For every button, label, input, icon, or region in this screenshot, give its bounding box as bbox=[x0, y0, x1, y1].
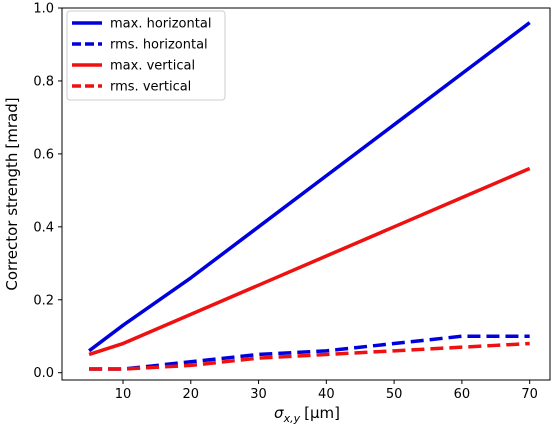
x-axis-label-symbol: σ bbox=[274, 404, 284, 422]
x-axis: 10 20 30 40 50 60 70 bbox=[115, 380, 538, 402]
x-tick-label: 30 bbox=[250, 387, 267, 402]
y-axis-label: Corrector strength [mrad] bbox=[3, 97, 21, 290]
y-tick-label: 0.2 bbox=[33, 293, 54, 308]
legend-label: rms. vertical bbox=[110, 80, 191, 95]
y-tick-label: 0.0 bbox=[33, 366, 54, 381]
y-tick-label: 0.8 bbox=[33, 74, 54, 89]
plot-frame bbox=[61, 7, 551, 381]
x-tick-label: 10 bbox=[115, 387, 132, 402]
y-axis-label-unit: [mrad] bbox=[3, 97, 21, 148]
y-axis-label-text: Corrector strength bbox=[3, 153, 21, 291]
legend-items: max. horizontal rms. horizontal max. verti… bbox=[72, 17, 211, 95]
x-tick-label: 20 bbox=[183, 387, 200, 402]
y-tick-label: 0.6 bbox=[33, 147, 54, 162]
series-layer bbox=[88, 21, 531, 371]
series-line-1 bbox=[88, 21, 531, 353]
x-axis-label: σx,y [μm] bbox=[274, 404, 340, 425]
x-tick-label: 40 bbox=[318, 387, 335, 402]
x-tick-label: 50 bbox=[386, 387, 403, 402]
series-line-4 bbox=[89, 341, 530, 371]
series-line-3 bbox=[88, 166, 531, 357]
legend-label: rms. horizontal bbox=[110, 38, 208, 53]
y-tick-label: 1.0 bbox=[33, 2, 54, 17]
x-axis-label-subscript: x,y bbox=[283, 412, 301, 425]
legend-label: max. vertical bbox=[110, 59, 195, 74]
y-tick-label: 0.4 bbox=[33, 220, 54, 235]
legend-box bbox=[66, 10, 226, 101]
x-axis-label-unit: [μm] bbox=[304, 404, 340, 422]
legend-label: max. horizontal bbox=[110, 17, 211, 32]
y-axis: 0.0 0.2 0.4 0.6 0.8 1.0 bbox=[33, 2, 62, 381]
x-tick-label: 70 bbox=[521, 387, 538, 402]
x-tick-label: 60 bbox=[454, 387, 471, 402]
legend: max. horizontal rms. horizontal max. verti… bbox=[66, 10, 226, 101]
